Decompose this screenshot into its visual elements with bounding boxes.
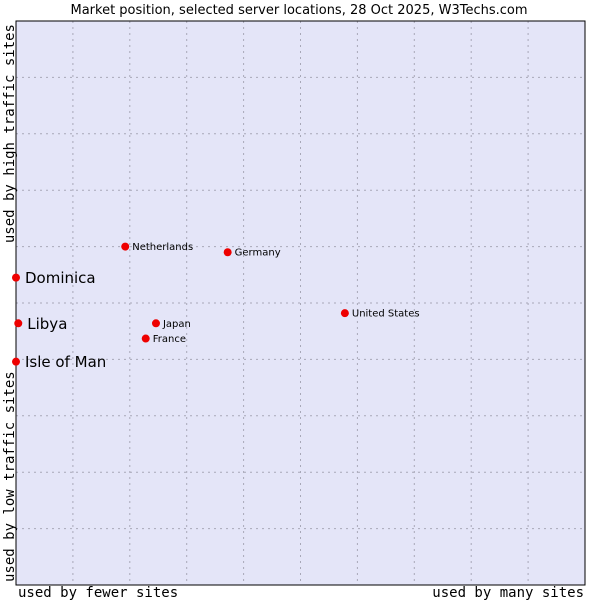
data-point-united-states: United States [340,309,420,320]
data-points: Netherlands Germany Dominica United States L… [12,242,420,371]
point-label-japan: Japan [162,319,191,330]
data-point-isle-of-man: Isle of Man [12,353,106,371]
point-marker-france [141,334,150,343]
point-label-netherlands: Netherlands [132,242,193,253]
data-point-libya: Libya [14,315,67,333]
data-point-netherlands: Netherlands [121,242,193,253]
data-point-japan: Japan [151,319,191,330]
point-label-france: France [153,334,186,345]
point-label-dominica: Dominica [25,269,96,287]
point-marker-isle-of-man [12,357,20,366]
y-axis-label-high: used by high traffic sites [2,24,18,243]
x-axis-label-low: used by fewer sites [18,585,178,600]
point-marker-netherlands [121,242,130,251]
point-label-libya: Libya [27,315,67,333]
point-marker-japan [151,319,160,328]
point-marker-dominica [12,273,20,282]
plot-border [15,20,586,586]
chart-title: Market position, selected server locatio… [70,3,527,18]
point-label-united-states: United States [352,309,420,320]
point-label-germany: Germany [235,248,281,259]
point-marker-united-states [340,309,349,318]
data-point-dominica: Dominica [12,269,96,287]
point-marker-libya [14,319,23,328]
point-marker-germany [223,248,232,257]
data-point-france: France [141,334,186,345]
data-point-germany: Germany [223,248,281,259]
point-label-isle-of-man: Isle of Man [25,353,106,371]
x-axis-label-high: used by many sites [432,585,584,600]
gridlines [16,21,585,585]
y-axis-label-low: used by low traffic sites [2,371,18,582]
